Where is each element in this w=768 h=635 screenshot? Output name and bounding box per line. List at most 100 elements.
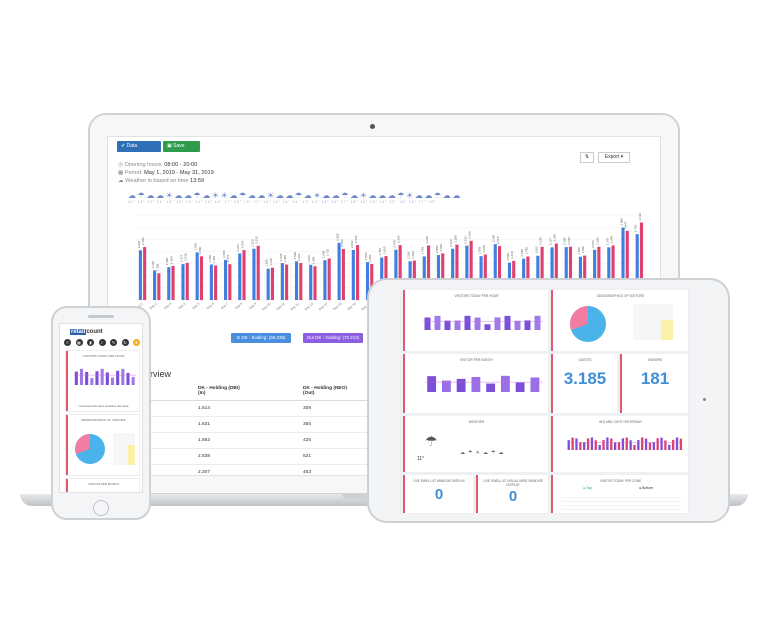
data-label: 2.262: [354, 235, 358, 243]
data-label: 2.248: [610, 236, 614, 244]
data-label: 1.620: [411, 251, 415, 259]
mini-bar: [583, 442, 586, 450]
mini-bar: [575, 438, 578, 450]
mini-bar: [484, 324, 491, 330]
bar-in: [451, 248, 455, 300]
bar-out: [426, 245, 431, 300]
data-label: 2.100: [340, 239, 344, 247]
bar-out: [398, 245, 402, 300]
mini-bar: [116, 370, 120, 385]
x-tick-label: Day 10: [261, 302, 271, 312]
table-cell: 2.638: [198, 454, 211, 459]
visitor-month-card: VISITOR PER MONTH: [403, 354, 548, 413]
x-tick-label: Day 3: [163, 302, 172, 311]
bar-out: [639, 222, 644, 300]
phone-home-button[interactable]: [93, 500, 109, 516]
data-label: 2.325: [553, 234, 557, 242]
phone-screen: retailcount ≡ ▦ ▮ ✓ ✎ ↻ ★ VISITORS TODAY…: [59, 323, 143, 493]
zone-table: [561, 494, 681, 510]
data-label: 1.640: [321, 250, 325, 258]
bar-out: [497, 246, 502, 300]
mini-bar: [617, 442, 621, 450]
mini-bar: [629, 440, 632, 450]
mini-bar: [656, 438, 659, 450]
legend-out-button[interactable]: Out DK - holding: (72.213): [303, 333, 363, 343]
data-label: 1.350: [165, 257, 169, 265]
sort-button[interactable]: ⇅: [580, 152, 594, 163]
card-title: LIVE DWELL AT VISUAL MERCHANDISE DISPLAY: [483, 479, 543, 487]
save-report-button[interactable]: ▣ Save report: [163, 141, 200, 160]
menu-icon[interactable]: ≡: [64, 339, 71, 346]
mini-bar: [131, 376, 135, 385]
data-label: 2.300: [492, 234, 496, 242]
data-label: 1.750: [378, 248, 382, 256]
data-label: 1.596: [407, 251, 411, 259]
live-dwell-visual-card: LIVE DWELL AT VISUAL MERCHANDISE DISPLAY…: [476, 475, 548, 513]
data-selection-button[interactable]: ✔ Data selection: [117, 141, 161, 160]
bar-out: [327, 258, 331, 300]
edit-icon[interactable]: ✎: [110, 339, 117, 346]
mini-bar: [534, 315, 541, 330]
mini-bar: [660, 437, 663, 450]
data-label: 1.560: [364, 252, 368, 260]
data-label: 1.540: [506, 253, 510, 261]
data-label: 1.917: [236, 244, 240, 252]
bar-out: [157, 273, 161, 300]
mini-bar: [606, 437, 609, 450]
data-label: 1.590: [293, 252, 297, 260]
mini-bar: [110, 377, 115, 385]
data-label: 1.700: [520, 249, 524, 257]
zone-bottom-label: ● Bottom: [639, 486, 654, 490]
calendar-icon[interactable]: ▦: [75, 339, 83, 346]
data-label: 1.870: [482, 245, 486, 253]
bar-out: [441, 253, 445, 300]
refresh-icon[interactable]: ↻: [121, 339, 129, 346]
data-label: 1.450: [307, 255, 311, 263]
check-icon[interactable]: ✓: [98, 339, 106, 346]
dwell-visual-value: 0: [508, 488, 518, 505]
legend-in-button[interactable]: In DK - holding: (68.236): [231, 333, 291, 343]
x-tick-label: Day 7: [220, 302, 229, 311]
bar-in: [564, 247, 568, 300]
data-label: 2.110: [449, 239, 453, 247]
data-label: 1.822: [534, 246, 538, 254]
data-label: 2.260: [397, 235, 401, 243]
bar-out: [341, 249, 345, 300]
data-label: 2.066: [591, 240, 595, 248]
header-cell: DK - Holding (DBI) (In): [198, 386, 240, 396]
mini-bar: [594, 440, 597, 450]
data-label: 1.480: [368, 254, 372, 262]
mini-bar: [590, 437, 594, 450]
x-tick-label: Day 9: [248, 302, 257, 311]
data-label: 1.830: [581, 246, 585, 254]
table-cell: 309: [303, 406, 312, 411]
phone-hour-bar-chart: [74, 368, 136, 385]
laptop-camera: [370, 124, 375, 129]
mini-bar: [500, 375, 510, 392]
x-tick-label: Day 8: [234, 302, 243, 311]
guests-value: 3.185: [563, 369, 607, 388]
phone-pie-chart: [75, 433, 135, 465]
bar-in: [138, 250, 142, 300]
data-label: 2.062: [350, 240, 354, 248]
mini-bar: [664, 440, 667, 450]
x-tick-label: Day 17: [361, 302, 371, 312]
x-tick-label: Day 6: [206, 302, 215, 311]
bar-in: [607, 247, 611, 300]
bar-in: [436, 255, 441, 300]
overview-title: rview: [150, 369, 172, 379]
card-title: WEATHER: [468, 420, 485, 424]
star-icon[interactable]: ★: [133, 339, 140, 346]
data-label: 2.230: [255, 236, 259, 244]
header-cell: [150, 383, 198, 400]
bar-out: [370, 264, 374, 300]
card-title: VISITOR PER MONTH: [460, 358, 493, 362]
data-label: 1.805: [478, 246, 482, 254]
data-label: 1.530: [184, 253, 188, 261]
data-label: 1.780: [577, 247, 581, 255]
export-button[interactable]: Export ▾: [598, 152, 630, 163]
chart-icon[interactable]: ▮: [87, 339, 94, 346]
tablet-screen: VISITORS TODAY PER HOUR DEMOGRAPHICS OF …: [400, 287, 691, 514]
mini-bar: [454, 320, 461, 330]
card-title: VISITORS TODAY PER HOUR: [454, 294, 499, 298]
